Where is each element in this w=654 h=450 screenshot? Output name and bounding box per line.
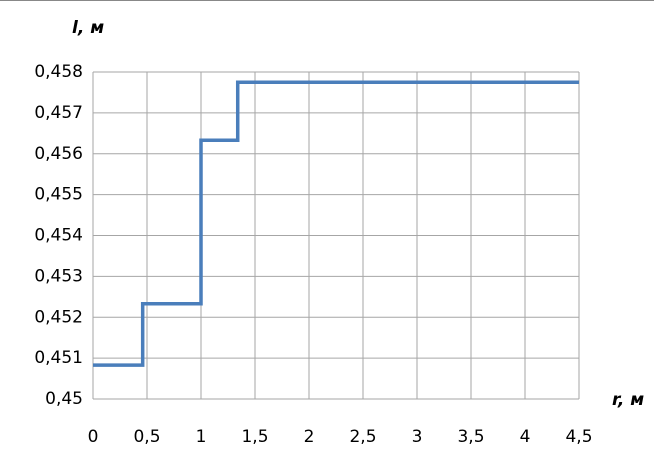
x-tick-label: 4,5	[565, 427, 592, 447]
data-line	[93, 80, 579, 367]
x-tick-label: 1,5	[241, 427, 268, 447]
y-tick-label: 0,455	[34, 185, 83, 205]
y-axis-label: l, м	[72, 18, 104, 38]
x-tick-label: 0	[88, 427, 99, 447]
x-tick-label: 2	[304, 427, 315, 447]
y-tick-label: 0,452	[34, 307, 83, 327]
y-tick-label: 0,456	[34, 144, 83, 164]
y-tick-label: 0,454	[34, 226, 83, 246]
x-tick-label: 0,5	[133, 427, 160, 447]
x-tick-label: 3	[412, 427, 423, 447]
y-tick-label: 0,453	[34, 266, 83, 286]
y-tick-label: 0,45	[45, 389, 83, 409]
y-tick-label: 0,457	[34, 103, 83, 123]
x-tick-label: 2,5	[349, 427, 376, 447]
x-axis-label: r, м	[612, 390, 644, 410]
y-tick-label: 0,451	[34, 348, 83, 368]
y-tick-label: 0,458	[34, 62, 83, 82]
x-tick-label: 4	[520, 427, 531, 447]
x-tick-label: 1	[196, 427, 207, 447]
x-tick-label: 3,5	[457, 427, 484, 447]
